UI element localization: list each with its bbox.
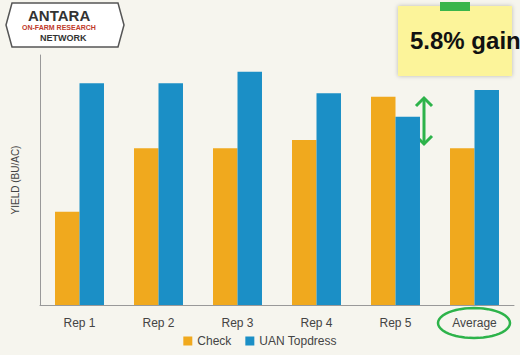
svg-text:Rep 1: Rep 1 (63, 316, 95, 330)
svg-text:UAN Topdress: UAN Topdress (259, 334, 336, 348)
svg-text:ANTARA: ANTARA (28, 7, 90, 24)
svg-text:Rep 3: Rep 3 (221, 316, 253, 330)
svg-text:Average: Average (452, 316, 497, 330)
svg-text:Check: Check (197, 334, 232, 348)
svg-text:Rep 2: Rep 2 (142, 316, 174, 330)
svg-text:NETWORK: NETWORK (40, 33, 87, 43)
svg-text:Rep 5: Rep 5 (379, 316, 411, 330)
svg-text:5.8% gain: 5.8% gain (410, 27, 520, 54)
svg-text:ON-FARM RESEARCH: ON-FARM RESEARCH (22, 24, 96, 31)
svg-text:Rep 4: Rep 4 (300, 316, 332, 330)
svg-text:YIELD (BU/AC): YIELD (BU/AC) (10, 146, 21, 215)
